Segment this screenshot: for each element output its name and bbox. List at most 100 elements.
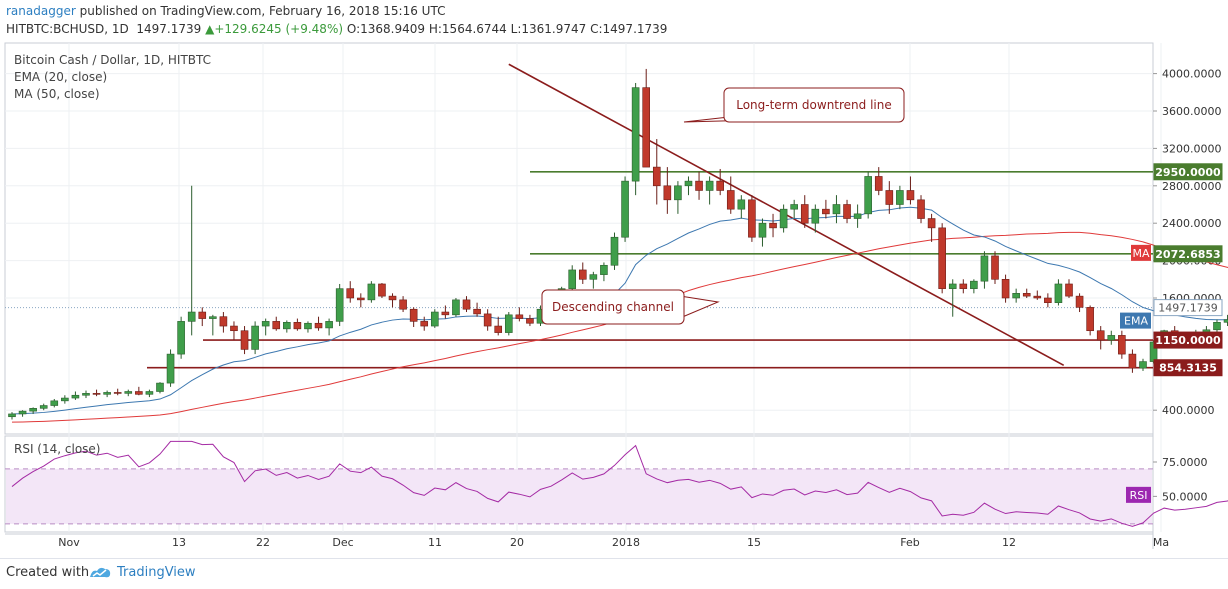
candle-body (1022, 293, 1031, 297)
candle-body (378, 283, 386, 297)
price-label-text: 2950.0000 (1155, 166, 1221, 179)
main-pane (4, 42, 1154, 435)
candle-body (948, 283, 957, 289)
time-tick-label: 13 (172, 536, 186, 549)
candle-body (1139, 361, 1147, 369)
ema-badge (1120, 312, 1151, 329)
candle-body (240, 330, 249, 350)
ema20-line (11, 206, 1228, 415)
candle-body (980, 255, 989, 282)
price-tick-label: 400.0000 (1162, 404, 1215, 417)
candle-body (959, 283, 968, 289)
price-label-resistance (1153, 245, 1223, 263)
candle-body (1054, 283, 1063, 303)
candle-body (578, 269, 587, 280)
candle-body (166, 353, 175, 384)
legend-ema: EMA (20, close) (14, 70, 108, 84)
channel-annotation-pointer (679, 295, 720, 319)
downtrend-annotation-box (723, 87, 905, 123)
rsi-badge (1126, 486, 1151, 503)
rsi-legend: RSI (14, close) (14, 442, 101, 456)
candle-body (504, 314, 513, 333)
downtrend-annotation-text: Long-term downtrend line (736, 98, 892, 112)
candle-body (758, 222, 767, 238)
candle-body (1107, 335, 1116, 341)
candle-body (705, 180, 714, 191)
ma-badge-text: MA (1132, 247, 1149, 260)
candle-body (473, 308, 481, 315)
candle-body (1213, 322, 1221, 331)
candle-body (441, 311, 450, 316)
candle-body (737, 199, 746, 210)
candle-body (50, 400, 59, 406)
candle-body (843, 204, 851, 219)
rsi-badge-text: RSI (1130, 489, 1148, 502)
candle-body (367, 283, 376, 301)
candle-body (399, 299, 407, 310)
candle-body (1012, 293, 1020, 299)
candle-body (272, 321, 281, 330)
candle-body (853, 213, 862, 219)
close-value: 1497.1739 (602, 22, 668, 36)
candle-body (874, 176, 883, 191)
footer: Created with TradingView (0, 558, 1228, 589)
author-link[interactable]: ranadagger (6, 4, 76, 18)
candle-body (642, 87, 651, 168)
chart-legend: Bitcoin Cash / Dollar, 1D, HITBTC EMA (2… (14, 52, 211, 103)
candle-body (357, 297, 365, 301)
price-label-last (1153, 299, 1223, 317)
candle-body (800, 204, 809, 224)
candle-body (124, 391, 133, 394)
candle-body (346, 288, 355, 299)
candle-body (61, 397, 69, 402)
candle-body (917, 199, 925, 219)
candle-body (82, 393, 90, 396)
candle-body (610, 236, 619, 266)
candle-body (483, 313, 492, 327)
price-label-resistance (1153, 163, 1223, 181)
price-chart[interactable]: 4000.0000 3600.0000 3200.0000 2800.0000 2400… (0, 0, 1228, 560)
candle-body (113, 392, 122, 394)
candle-body (589, 274, 598, 280)
time-tick-label: 15 (747, 536, 761, 549)
time-tick-label: Feb (900, 536, 919, 549)
candle-body (1065, 283, 1073, 297)
publish-info: ranadagger published on TradingView.com,… (6, 4, 445, 18)
rsi-line (11, 440, 1228, 527)
candle-body (304, 322, 312, 330)
channel-annotation: Descending channel (541, 289, 720, 325)
rsi-tick-label: 50.0000 (1162, 490, 1208, 503)
candle-body (790, 204, 798, 210)
price-label-text: 2072.6853 (1155, 248, 1220, 261)
candle-body (92, 393, 101, 395)
candle-body (29, 408, 37, 412)
candle-body (726, 190, 735, 210)
last-price: 1497.1739 (136, 22, 202, 36)
ema-badge-text: EMA (1124, 315, 1148, 328)
time-tick-label: Nov (58, 536, 80, 549)
price-label-text: 1497.1739 (1158, 302, 1218, 315)
candle-body (600, 264, 608, 275)
price-tick-label: 4000.0000 (1162, 68, 1222, 81)
candle-body (1096, 330, 1105, 341)
time-tick-label: Ma (1153, 536, 1169, 549)
candle-body (621, 180, 629, 238)
candle-body (430, 311, 439, 327)
time-tick-label: Dec (332, 536, 353, 549)
candle-body (103, 392, 111, 395)
chart-header: ranadagger published on TradingView.com,… (0, 0, 1228, 42)
rsi-tick-label: 75.0000 (1162, 456, 1208, 469)
price-label-text: 1150.0000 (1155, 334, 1221, 347)
time-tick-label: 22 (256, 536, 270, 549)
candle-body (335, 288, 344, 322)
candle-body (8, 413, 16, 418)
candle-body (1128, 353, 1137, 369)
candle-body (135, 391, 143, 395)
candle-body (716, 180, 724, 191)
candle-body (1033, 295, 1042, 299)
tradingview-logo-icon (90, 567, 111, 578)
tradingview-brand[interactable]: TradingView (117, 565, 196, 580)
candle-body (230, 325, 238, 332)
candle-body (452, 299, 460, 316)
price-label-support (1153, 359, 1223, 377)
